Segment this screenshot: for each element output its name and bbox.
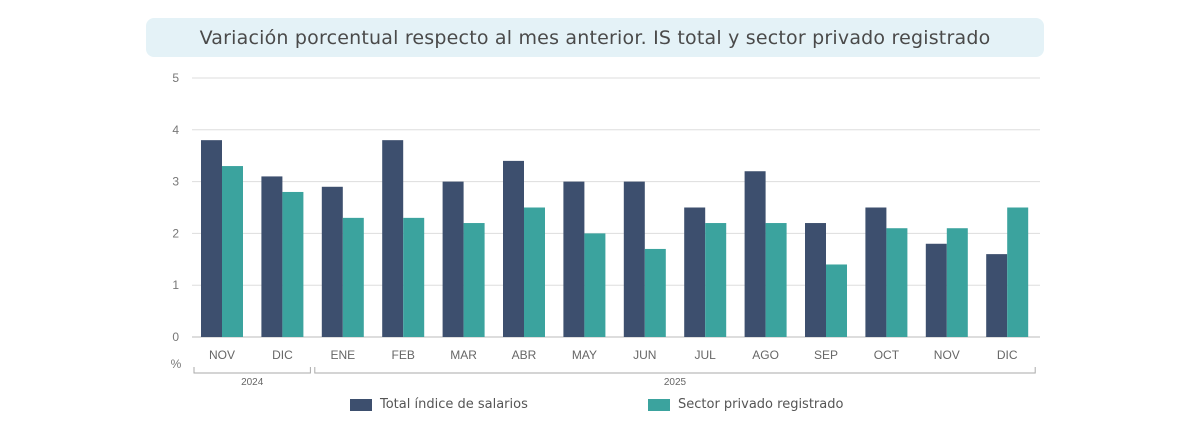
bar-privado-0 [222, 166, 243, 337]
x-tick-label: SEP [814, 348, 838, 362]
legend-item-privado: Sector privado registrado [648, 397, 843, 412]
year-bracket-0 [193, 367, 311, 374]
bar-total-1 [261, 176, 283, 337]
year-label: 2025 [664, 377, 687, 388]
bar-privado-4 [463, 223, 485, 337]
legend-item-total: Total índice de salarios [350, 397, 528, 412]
bar-privado-10 [826, 264, 847, 337]
bar-total-0 [201, 140, 222, 337]
x-tick-label: OCT [874, 348, 900, 362]
y-tick-label: 3 [172, 175, 179, 189]
bar-total-4 [442, 181, 464, 337]
x-tick-label: JUN [633, 348, 656, 362]
x-tick-label: ABR [512, 348, 537, 362]
bar-privado-3 [403, 217, 425, 337]
bar-privado-13 [1007, 207, 1029, 337]
bar-privado-7 [644, 248, 666, 337]
bar-total-12 [925, 243, 947, 337]
y-tick-label: 5 [172, 71, 179, 85]
x-tick-label: DIC [272, 348, 293, 362]
bar-privado-11 [886, 228, 908, 337]
x-tick-label: JUL [695, 348, 717, 362]
chart-title: Variación porcentual respecto al mes ant… [199, 26, 991, 49]
bar-total-3 [382, 140, 404, 337]
x-tick-label: MAR [450, 348, 477, 362]
y-tick-label: 4 [172, 123, 179, 137]
year-label: 2024 [241, 377, 264, 388]
bar-privado-6 [584, 233, 606, 337]
legend-label-privado: Sector privado registrado [678, 397, 844, 412]
chart-title-box: Variación porcentual respecto al mes ant… [146, 18, 1044, 57]
x-tick-label: AGO [752, 348, 779, 362]
bar-total-7 [623, 181, 645, 337]
bar-total-6 [563, 181, 585, 337]
legend-swatch-privado [648, 398, 670, 411]
x-tick-label: DIC [997, 348, 1018, 362]
bar-total-9 [744, 171, 766, 337]
bar-privado-9 [765, 223, 787, 337]
y-tick-label: 2 [172, 226, 179, 240]
x-tick-label: FEB [392, 348, 415, 362]
bar-privado-12 [946, 228, 968, 337]
bar-total-11 [865, 207, 887, 337]
y-tick-label: 0 [172, 330, 179, 344]
y-axis-unit: % [171, 357, 182, 371]
year-bracket-1 [314, 367, 1036, 374]
legend-swatch-total [350, 398, 372, 411]
bar-privado-1 [282, 191, 304, 337]
legend-label-total: Total índice de salarios [380, 397, 528, 412]
bar-total-5 [503, 160, 524, 337]
bar-privado-5 [524, 207, 545, 337]
bar-total-13 [986, 254, 1008, 337]
x-tick-label: ENE [330, 348, 355, 362]
bar-total-2 [321, 186, 343, 337]
bar-total-10 [805, 223, 826, 337]
x-tick-label: NOV [934, 348, 960, 362]
x-tick-label: MAY [572, 348, 597, 362]
bar-privado-8 [705, 223, 727, 337]
y-tick-label: 1 [172, 278, 179, 292]
x-tick-label: NOV [209, 348, 235, 362]
bar-privado-2 [342, 217, 364, 337]
bar-total-8 [684, 207, 706, 337]
